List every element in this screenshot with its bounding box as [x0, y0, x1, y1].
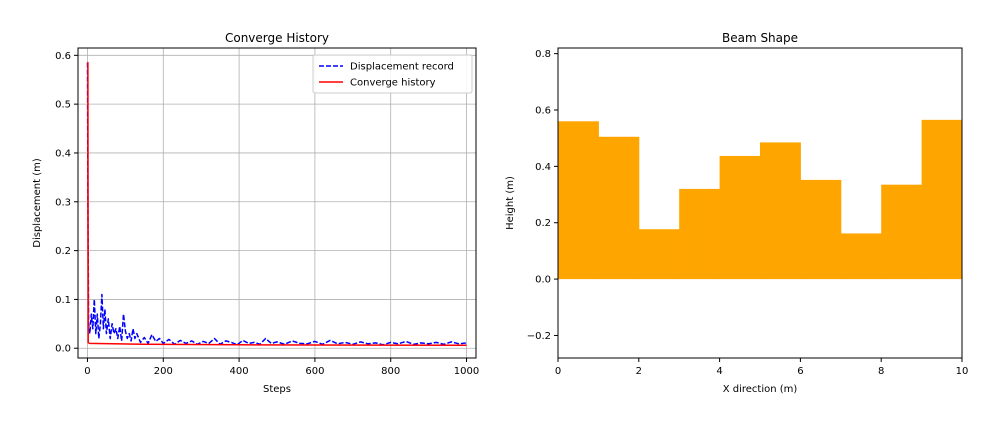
y-tick-label: 0.2 — [55, 246, 71, 257]
y-tick-label: 0.6 — [55, 51, 71, 62]
plot-frame — [77, 47, 477, 359]
x-tick-label: 200 — [154, 366, 173, 377]
y-tick-label: 0.4 — [55, 148, 71, 159]
y-tick-label: 0.1 — [55, 295, 71, 306]
beam-segment — [921, 119, 963, 280]
x-tick-label: 0 — [555, 366, 561, 377]
y-tick-label: 0.3 — [55, 197, 71, 208]
beam-segment — [679, 188, 721, 280]
x-tick-label: 6 — [797, 366, 803, 377]
series-line-converge-history — [87, 61, 467, 347]
chart-title: Converge History — [225, 31, 329, 45]
x-tick-label: 4 — [716, 366, 722, 377]
series-line-displacement-record — [86, 62, 467, 346]
beam-segment — [598, 136, 640, 280]
x-tick-label: 2 — [636, 366, 642, 377]
x-axis-label: Steps — [263, 384, 291, 395]
legend-label-displacement: Displacement record — [350, 62, 454, 73]
x-axis-ticks: 0 2 4 6 8 10 — [555, 358, 969, 377]
y-tick-label: 0.4 — [535, 162, 551, 173]
grid — [78, 48, 476, 358]
beam-segment — [638, 229, 680, 280]
beam-segment — [881, 184, 923, 280]
y-tick-label: 0.0 — [535, 275, 551, 286]
y-tick-label: −0.2 — [527, 331, 551, 342]
legend-box — [312, 54, 473, 94]
x-tick-label: 600 — [305, 366, 324, 377]
x-axis-ticks: 0 200 400 600 800 1000 — [84, 358, 479, 377]
beam-segment — [719, 155, 761, 280]
chart-title: Beam Shape — [722, 31, 798, 45]
y-tick-label: 0.6 — [535, 106, 551, 117]
beam-segment — [760, 142, 801, 280]
y-tick-label: 0.5 — [55, 100, 71, 111]
beam-segment — [558, 121, 599, 280]
y-tick-label: 0.8 — [535, 49, 551, 60]
y-axis-label: Displacement (m) — [32, 158, 43, 248]
legend-label-converge: Converge history — [350, 78, 436, 89]
y-axis-ticks: −0.2 0.0 0.2 0.4 0.6 0.8 — [527, 49, 558, 342]
x-tick-label: 10 — [956, 366, 969, 377]
beam-segment — [840, 233, 882, 280]
y-tick-label: 0.2 — [535, 218, 551, 229]
x-tick-label: 400 — [230, 366, 249, 377]
y-axis-ticks: 0.0 0.1 0.2 0.3 0.4 0.5 0.6 — [55, 51, 78, 355]
x-tick-label: 0 — [84, 366, 90, 377]
y-axis-label: Height (m) — [505, 176, 516, 230]
beam-shape-chart: Beam Shape 0 2 4 6 8 10 −0.2 0.0 0.2 0.4 0.6 0.8 X… — [505, 31, 968, 395]
x-tick-label: 1000 — [454, 366, 479, 377]
converge-history-chart: Converge History 0 200 400 600 800 1000 0.00.… — [32, 31, 479, 395]
plot-frame — [557, 47, 963, 359]
legend: Displacement record Converge history — [312, 54, 473, 94]
beam-segments — [558, 119, 963, 280]
series-lines — [86, 61, 467, 347]
x-tick-label: 8 — [878, 366, 884, 377]
beam-segment — [800, 179, 842, 280]
y-tick-label: 0.0 — [55, 344, 71, 355]
x-axis-label: X direction (m) — [723, 384, 798, 395]
x-tick-label: 800 — [381, 366, 400, 377]
